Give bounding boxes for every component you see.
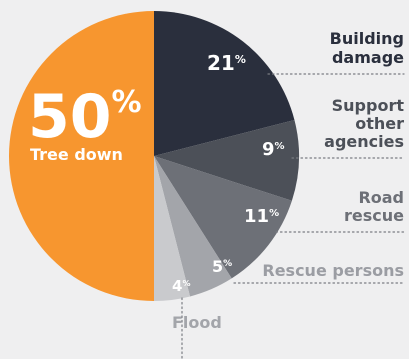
legend-label-line: agencies (324, 132, 404, 151)
legend-label-line: damage (332, 48, 404, 67)
legend-label-line: other (355, 114, 404, 133)
legend-label-line: Support (332, 96, 405, 115)
slice-flood (154, 156, 191, 301)
percent-sign: % (269, 208, 279, 219)
legend-label-line: Road (358, 188, 404, 207)
percent-sign: % (182, 279, 190, 288)
legend-label-line: Building (330, 29, 404, 48)
legend-label-flood: Flood (172, 313, 222, 332)
slice-support-other-agencies (154, 119, 299, 201)
slice-rescue-persons (154, 156, 232, 297)
legend-label-building-damage: Building damage (330, 29, 404, 67)
slice-tree-down (9, 11, 154, 301)
percent-sign: % (275, 141, 285, 152)
legend-label-line: rescue (344, 206, 404, 225)
legend-label-rescue-persons: Rescue persons (262, 261, 404, 280)
percent-sign: % (223, 259, 232, 269)
legend-label-support-other-agencies: Support other agencies (324, 96, 404, 151)
percent-sign: % (235, 53, 246, 66)
legend-label-line: Rescue persons (262, 261, 404, 280)
slice-name-tree-down: Tree down (30, 145, 123, 164)
slice-road-rescue (154, 156, 292, 279)
percent-sign: % (112, 85, 142, 120)
legend-label-line: Flood (172, 313, 222, 332)
legend-label-road-rescue: Road rescue (344, 188, 404, 225)
slice-building-damage (154, 11, 295, 156)
